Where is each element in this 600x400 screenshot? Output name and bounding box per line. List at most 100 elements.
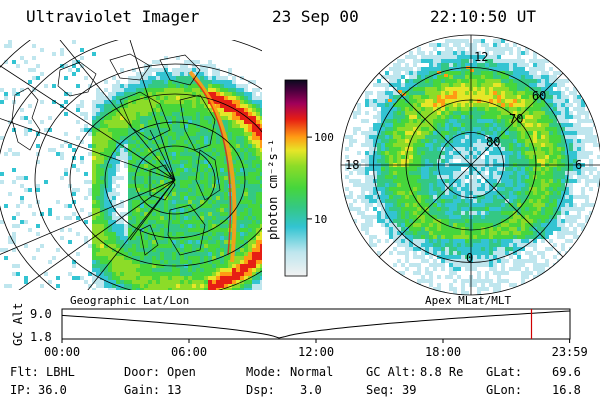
polar-pixel (489, 107, 493, 111)
polar-pixel (565, 107, 569, 111)
geo-pixel (24, 60, 28, 64)
polar-pixel (533, 171, 537, 175)
polar-pixel (505, 223, 509, 227)
polar-pixel (545, 103, 549, 107)
geo-pixel (136, 168, 140, 172)
geo-pixel (156, 220, 160, 224)
geo-pixel (124, 272, 128, 276)
polar-pixel (521, 143, 525, 147)
geo-pixel (192, 196, 196, 200)
polar-pixel (361, 183, 365, 187)
polar-pixel (405, 79, 409, 83)
geo-pixel (108, 280, 112, 284)
geo-pixel (68, 68, 72, 72)
polar-pixel (505, 43, 509, 47)
geo-pixel (132, 212, 136, 216)
geo-pixel (224, 160, 228, 164)
geo-pixel (28, 228, 32, 232)
geo-pixel (28, 128, 32, 132)
geo-pixel (180, 184, 184, 188)
polar-pixel (405, 135, 409, 139)
geo-pixel (72, 40, 76, 44)
geo-pixel (256, 172, 260, 176)
polar-pixel (553, 135, 557, 139)
geo-pixel (188, 152, 192, 156)
geo-pixel (252, 128, 256, 132)
geo-pixel (244, 184, 248, 188)
polar-pixel (481, 71, 485, 75)
polar-pixel (545, 71, 549, 75)
geo-pixel (104, 88, 108, 92)
polar-pixel (525, 71, 529, 75)
polar-pixel (569, 155, 573, 159)
geo-pixel (176, 268, 180, 272)
polar-pixel (441, 55, 445, 59)
geo-pixel (120, 84, 124, 88)
polar-pixel (521, 103, 525, 107)
polar-pixel (393, 227, 397, 231)
polar-pixel (461, 127, 465, 131)
polar-pixel (441, 115, 445, 119)
geo-pixel (152, 168, 156, 172)
geo-pixel (236, 116, 240, 120)
polar-pixel (521, 223, 525, 227)
polar-pixel (385, 211, 389, 215)
geo-pixel (220, 164, 224, 168)
geo-pixel (196, 288, 200, 290)
polar-pixel (545, 83, 549, 87)
polar-pixel (433, 43, 437, 47)
geo-pixel (260, 156, 262, 160)
geo-pixel (232, 136, 236, 140)
geo-pixel (128, 260, 132, 264)
polar-pixel (465, 215, 469, 219)
geo-pixel (204, 188, 208, 192)
polar-pixel (353, 127, 357, 131)
polar-pixel (489, 195, 493, 199)
geo-pixel (192, 272, 196, 276)
geo-pixel (204, 248, 208, 252)
geo-pixel (236, 132, 240, 136)
polar-pixel (413, 59, 417, 63)
coastline (119, 91, 171, 141)
polar-pixel (381, 159, 385, 163)
geo-pixel (132, 120, 136, 124)
polar-pixel (437, 75, 441, 79)
geo-pixel (256, 228, 260, 232)
polar-pixel (533, 103, 537, 107)
polar-pixel (389, 123, 393, 127)
polar-pixel (517, 195, 521, 199)
geo-pixel (156, 72, 160, 76)
geo-pixel (208, 84, 212, 88)
polar-pixel (425, 79, 429, 83)
geo-pixel (148, 248, 152, 252)
polar-pixel (585, 155, 589, 159)
geo-pixel (236, 224, 240, 228)
polar-pixel (405, 159, 409, 163)
geo-pixel (120, 148, 124, 152)
polar-pixel (421, 155, 425, 159)
polar-pixel (541, 151, 545, 155)
polar-pixel (445, 183, 449, 187)
polar-pixel (441, 167, 445, 171)
polar-pixel (529, 179, 533, 183)
polar-pixel (585, 135, 589, 139)
geo-pixel (180, 156, 184, 160)
geo-pixel (252, 244, 256, 248)
geo-pixel (148, 204, 152, 208)
geo-pixel (124, 116, 128, 120)
polar-pixel (557, 115, 561, 119)
polar-pixel (445, 127, 449, 131)
polar-pixel (573, 167, 577, 171)
polar-pixel (397, 147, 401, 151)
geo-pixel (88, 188, 92, 192)
polar-pixel (453, 103, 457, 107)
polar-pixel (541, 71, 545, 75)
polar-pixel (509, 63, 513, 67)
polar-pixel (393, 123, 397, 127)
polar-pixel (425, 95, 429, 99)
polar-pixel (409, 55, 413, 59)
polar-pixel (545, 219, 549, 223)
geo-pixel (72, 200, 76, 204)
geo-pixel (176, 56, 180, 60)
geo-pixel (240, 156, 244, 160)
